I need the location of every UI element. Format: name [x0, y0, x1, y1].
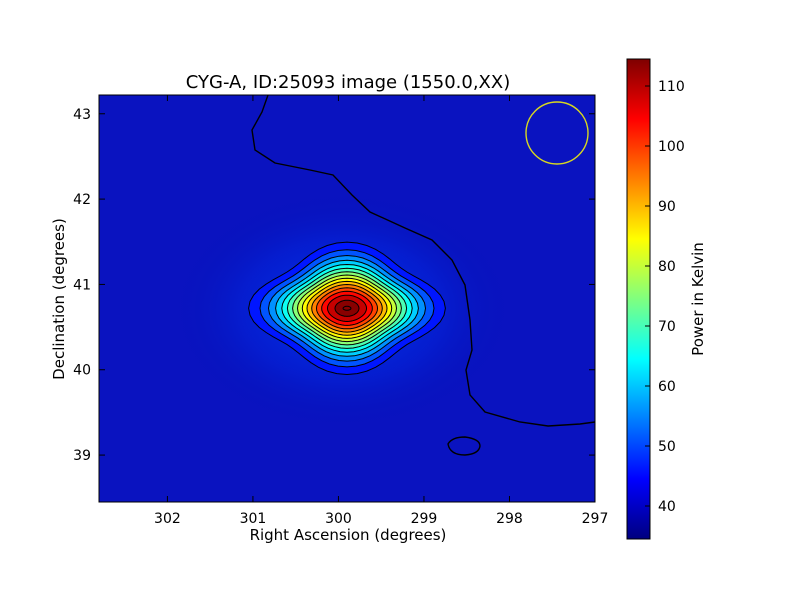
x-tick-label: 300	[325, 511, 352, 527]
x-tick-label: 297	[582, 511, 609, 527]
colorbar-tick-label: 80	[658, 259, 676, 275]
x-tick-label: 299	[411, 511, 438, 527]
plot-frame	[98, 94, 596, 503]
colorbar-tick-label: 60	[658, 379, 676, 395]
plot-area	[99, 95, 595, 502]
colorbar: 40 50 60 70 80 90 100 110 Power in Kelvin	[626, 58, 707, 540]
y-tick-label: 40	[73, 363, 91, 379]
y-tick-label: 41	[73, 277, 91, 293]
x-axis-label: Right Ascension (degrees)	[250, 526, 447, 544]
colorbar-tick-label: 50	[658, 439, 676, 455]
chart-title: CYG-A, ID:25093 image (1550.0,XX)	[186, 72, 510, 93]
contour-peak	[342, 305, 352, 311]
y-tick-label: 39	[73, 448, 91, 464]
contour-island	[447, 436, 481, 456]
colorbar-tick-label: 100	[658, 139, 685, 155]
colorbar-tick-label: 40	[658, 499, 676, 515]
colorbar-ticks: 40 50 60 70 80 90 100 110	[645, 79, 685, 515]
x-tick-label: 298	[496, 511, 523, 527]
colorbar-tick-label: 110	[658, 79, 685, 95]
x-tick-label: 301	[240, 511, 267, 527]
beam-circle	[525, 101, 589, 165]
contour-outer	[251, 95, 595, 427]
y-tick-label: 42	[73, 192, 91, 208]
contour-layer	[248, 241, 446, 376]
colorbar-gradient	[626, 58, 651, 540]
colorbar-tick-label: 90	[658, 199, 676, 215]
y-tick-label: 43	[73, 107, 91, 123]
x-tick-label: 302	[154, 511, 181, 527]
x-axis: 302 301 300 299 298 297	[154, 95, 608, 527]
y-axis-label: Declination (degrees)	[50, 218, 68, 380]
colorbar-tick-label: 70	[658, 319, 676, 335]
colorbar-label: Power in Kelvin	[689, 242, 707, 356]
contour-level	[334, 299, 360, 317]
y-axis: 39 40 41 42 43	[73, 107, 595, 464]
